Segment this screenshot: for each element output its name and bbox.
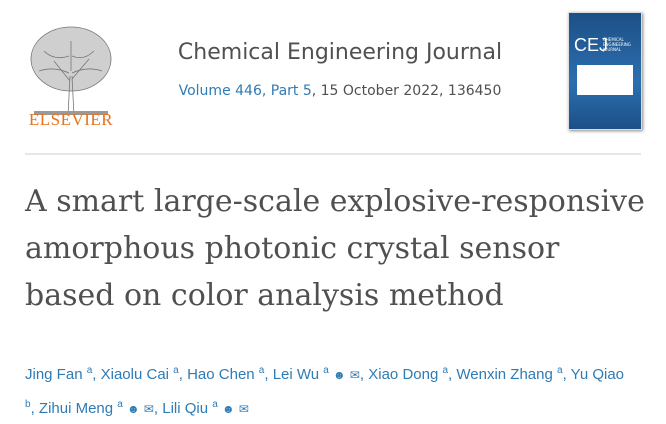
email-icon[interactable]: ✉	[143, 402, 154, 416]
author-name[interactable]: Lili Qiu	[162, 400, 209, 417]
affiliation-marker[interactable]: a	[323, 365, 329, 376]
affiliation-marker[interactable]: a	[86, 365, 93, 376]
author-link[interactable]: Xiaolu Cai a	[100, 365, 179, 383]
person-icon[interactable]: ☻	[127, 402, 140, 416]
author-link[interactable]: Zihui Meng a ☻ ✉	[38, 399, 154, 417]
cover-abbr: CEJ	[574, 35, 609, 55]
date-article-number: , 15 October 2022, 136450	[311, 83, 502, 99]
author-name[interactable]: Wenxin Zhang	[456, 366, 553, 383]
affiliation-marker[interactable]: a	[557, 365, 563, 376]
author-link[interactable]: Lei Wu a ☻ ✉	[272, 365, 360, 383]
email-icon[interactable]: ✉	[238, 402, 249, 416]
author-list: Jing Fan a, Xiaolu Cai a, Hao Chen a, Le…	[25, 365, 625, 417]
article-title: A smart large-scale explosive-responsive…	[25, 184, 645, 313]
affiliation-marker[interactable]: a	[212, 399, 218, 410]
author-name[interactable]: Xiao Dong	[368, 366, 439, 383]
journal-cover-image[interactable]: CEJ CHEMICAL ENGINEERING JOURNAL	[568, 12, 642, 130]
author-link[interactable]: Jing Fan a	[25, 365, 93, 383]
author-name[interactable]: Yu Qiao	[570, 366, 625, 383]
affiliation-marker[interactable]: b	[25, 399, 31, 410]
elsevier-tree-logo[interactable]	[24, 10, 118, 132]
author-name[interactable]: Hao Chen	[187, 366, 255, 383]
cover-subtitle: CHEMICAL ENGINEERING JOURNAL	[603, 37, 631, 52]
person-icon[interactable]: ☻	[333, 368, 346, 382]
volume-link[interactable]: Volume 446, Part 5	[178, 83, 312, 99]
affiliation-marker[interactable]: a	[173, 365, 179, 376]
affiliation-marker[interactable]: a	[258, 365, 265, 376]
elsevier-wordmark[interactable]: ELSEVIER	[28, 110, 114, 129]
author-link[interactable]: Yu Qiao b	[25, 366, 624, 417]
author-name[interactable]: Xiaolu Cai	[100, 366, 169, 383]
author-link[interactable]: Wenxin Zhang a	[456, 365, 563, 383]
divider	[25, 153, 641, 155]
journal-title[interactable]: Chemical Engineering Journal	[177, 40, 503, 65]
author-link[interactable]: Xiao Dong a	[368, 365, 449, 383]
cover-figure	[577, 65, 633, 95]
author-name[interactable]: Jing Fan	[25, 366, 83, 383]
affiliation-marker[interactable]: a	[442, 365, 449, 376]
author-name[interactable]: Zihui Meng	[38, 400, 114, 417]
author-name[interactable]: Lei Wu	[272, 366, 320, 383]
author-link[interactable]: Lili Qiu a ☻ ✉	[162, 399, 249, 417]
person-icon[interactable]: ☻	[222, 402, 235, 416]
email-icon[interactable]: ✉	[349, 368, 360, 382]
affiliation-marker[interactable]: a	[117, 399, 123, 410]
volume-info: Volume 446, Part 5, 15 October 2022, 136…	[150, 83, 530, 99]
author-link[interactable]: Hao Chen a	[187, 365, 265, 383]
